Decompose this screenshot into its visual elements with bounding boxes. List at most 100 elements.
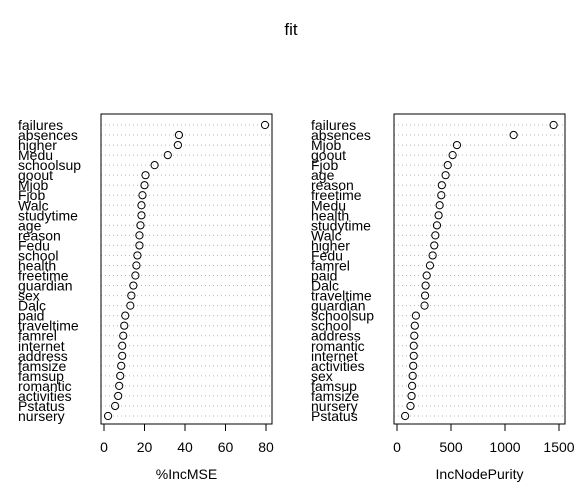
variable-label-health: health <box>311 207 349 223</box>
variable-label-age: age <box>311 167 335 183</box>
point-studytime <box>432 221 442 230</box>
x-tick-label-1000: 1000 <box>489 439 520 455</box>
point-Fedu <box>135 241 144 250</box>
variable-label-famrel: famrel <box>18 328 57 344</box>
point-romantic <box>115 381 124 390</box>
point-Fedu <box>428 251 437 260</box>
point-guardian <box>129 281 138 290</box>
point-age <box>441 171 450 180</box>
point-health <box>434 211 443 220</box>
point-freetime <box>437 191 446 200</box>
x-tick-label-500: 500 <box>439 439 463 455</box>
variable-label-romantic: romantic <box>18 378 72 394</box>
x-tick-label-0: 0 <box>100 439 108 455</box>
x-tick-label-80: 80 <box>258 439 274 455</box>
point-Pstatus <box>111 401 120 411</box>
variable-label-romantic: romantic <box>311 338 365 354</box>
point-absences <box>509 130 518 140</box>
variable-label-famsize: famsize <box>18 358 66 374</box>
variable-label-school: school <box>18 247 58 263</box>
point-sex <box>127 291 136 300</box>
variable-label-guardian: guardian <box>18 278 73 294</box>
variable-label-sex: sex <box>311 368 333 384</box>
variable-label-internet: internet <box>18 338 65 354</box>
variable-label-Dalc: Dalc <box>311 278 339 294</box>
variable-label-paid: paid <box>311 268 337 284</box>
point-Mjob <box>452 140 462 150</box>
variable-label-Mjob: Mjob <box>18 177 49 193</box>
point-traveltime <box>120 321 129 330</box>
variable-label-school: school <box>311 318 351 334</box>
plot-frame-incnodepurity <box>393 113 566 425</box>
point-famrel <box>119 331 128 340</box>
point-internet <box>409 351 418 360</box>
variable-label-guardian: guardian <box>311 298 366 314</box>
point-Walc <box>431 231 440 240</box>
variable-label-higher: higher <box>18 137 57 153</box>
variable-label-Walc: Walc <box>18 197 49 213</box>
variable-label-reason: reason <box>18 227 61 243</box>
point-nursery <box>406 401 415 411</box>
variable-label-Medu: Medu <box>18 147 53 163</box>
point-guardian <box>420 301 429 310</box>
point-famsize <box>407 391 416 401</box>
point-address <box>410 331 419 340</box>
x-tick-label-60: 60 <box>218 439 234 455</box>
variable-label-failures: failures <box>311 117 356 133</box>
variable-label-Fjob: Fjob <box>311 157 338 173</box>
variable-label-traveltime: traveltime <box>18 318 79 334</box>
variable-label-higher: higher <box>311 237 350 253</box>
panel-incnodepurity: failuresabsencesMjobgooutFjobagereasonfr… <box>311 113 575 482</box>
variable-label-nursery: nursery <box>311 398 358 414</box>
variable-label-famrel: famrel <box>311 257 350 273</box>
point-Walc <box>137 201 146 210</box>
variable-label-internet: internet <box>311 348 358 364</box>
variable-label-Dalc: Dalc <box>18 298 46 314</box>
x-tick-label-1500: 1500 <box>543 439 574 455</box>
point-activities <box>409 361 418 370</box>
variable-label-studytime: studytime <box>311 217 371 233</box>
point-Dalc <box>421 281 430 290</box>
variable-label-Pstatus: Pstatus <box>311 408 358 424</box>
point-sex <box>408 371 417 380</box>
point-reason <box>437 181 446 190</box>
variable-label-schoolsup: schoolsup <box>18 157 81 173</box>
point-schoolsup <box>411 311 420 320</box>
point-failures <box>260 120 270 130</box>
point-Medu <box>435 201 444 210</box>
x-axis-title-incnodepurity: IncNodePurity <box>436 466 524 482</box>
variable-label-goout: goout <box>311 147 346 163</box>
variable-label-Fedu: Fedu <box>18 237 50 253</box>
variable-label-absences: absences <box>311 127 371 143</box>
variable-label-address: address <box>18 348 68 364</box>
variable-label-famsup: famsup <box>311 378 357 394</box>
x-tick-label-0: 0 <box>393 439 401 455</box>
x-axis-title-incmse: %IncMSE <box>156 466 217 482</box>
point-paid <box>121 311 130 320</box>
point-famsize <box>117 361 126 370</box>
point-Pstatus <box>401 411 410 421</box>
point-traveltime <box>420 291 430 300</box>
point-freetime <box>131 271 140 280</box>
panel-incmse: failuresabsenceshigherMeduschoolsupgoout… <box>18 113 274 482</box>
point-nursery <box>103 411 113 421</box>
variable-label-activities: activities <box>311 358 365 374</box>
variable-label-studytime: studytime <box>18 207 78 223</box>
point-studytime <box>137 211 146 220</box>
variable-label-Fedu: Fedu <box>311 247 343 263</box>
plot-frame-incmse <box>100 113 273 425</box>
point-age <box>136 221 145 230</box>
variable-label-failures: failures <box>18 117 63 133</box>
variable-label-nursery: nursery <box>18 408 65 424</box>
point-paid <box>422 271 431 280</box>
point-Fjob <box>138 191 147 200</box>
point-goout <box>141 171 150 180</box>
variable-label-activities: activities <box>18 388 72 404</box>
point-absences <box>174 130 184 140</box>
variable-label-address: address <box>311 328 361 344</box>
point-higher <box>173 140 183 150</box>
figure-title: fit <box>284 20 298 39</box>
variable-label-famsup: famsup <box>18 368 64 384</box>
point-health <box>132 261 141 270</box>
